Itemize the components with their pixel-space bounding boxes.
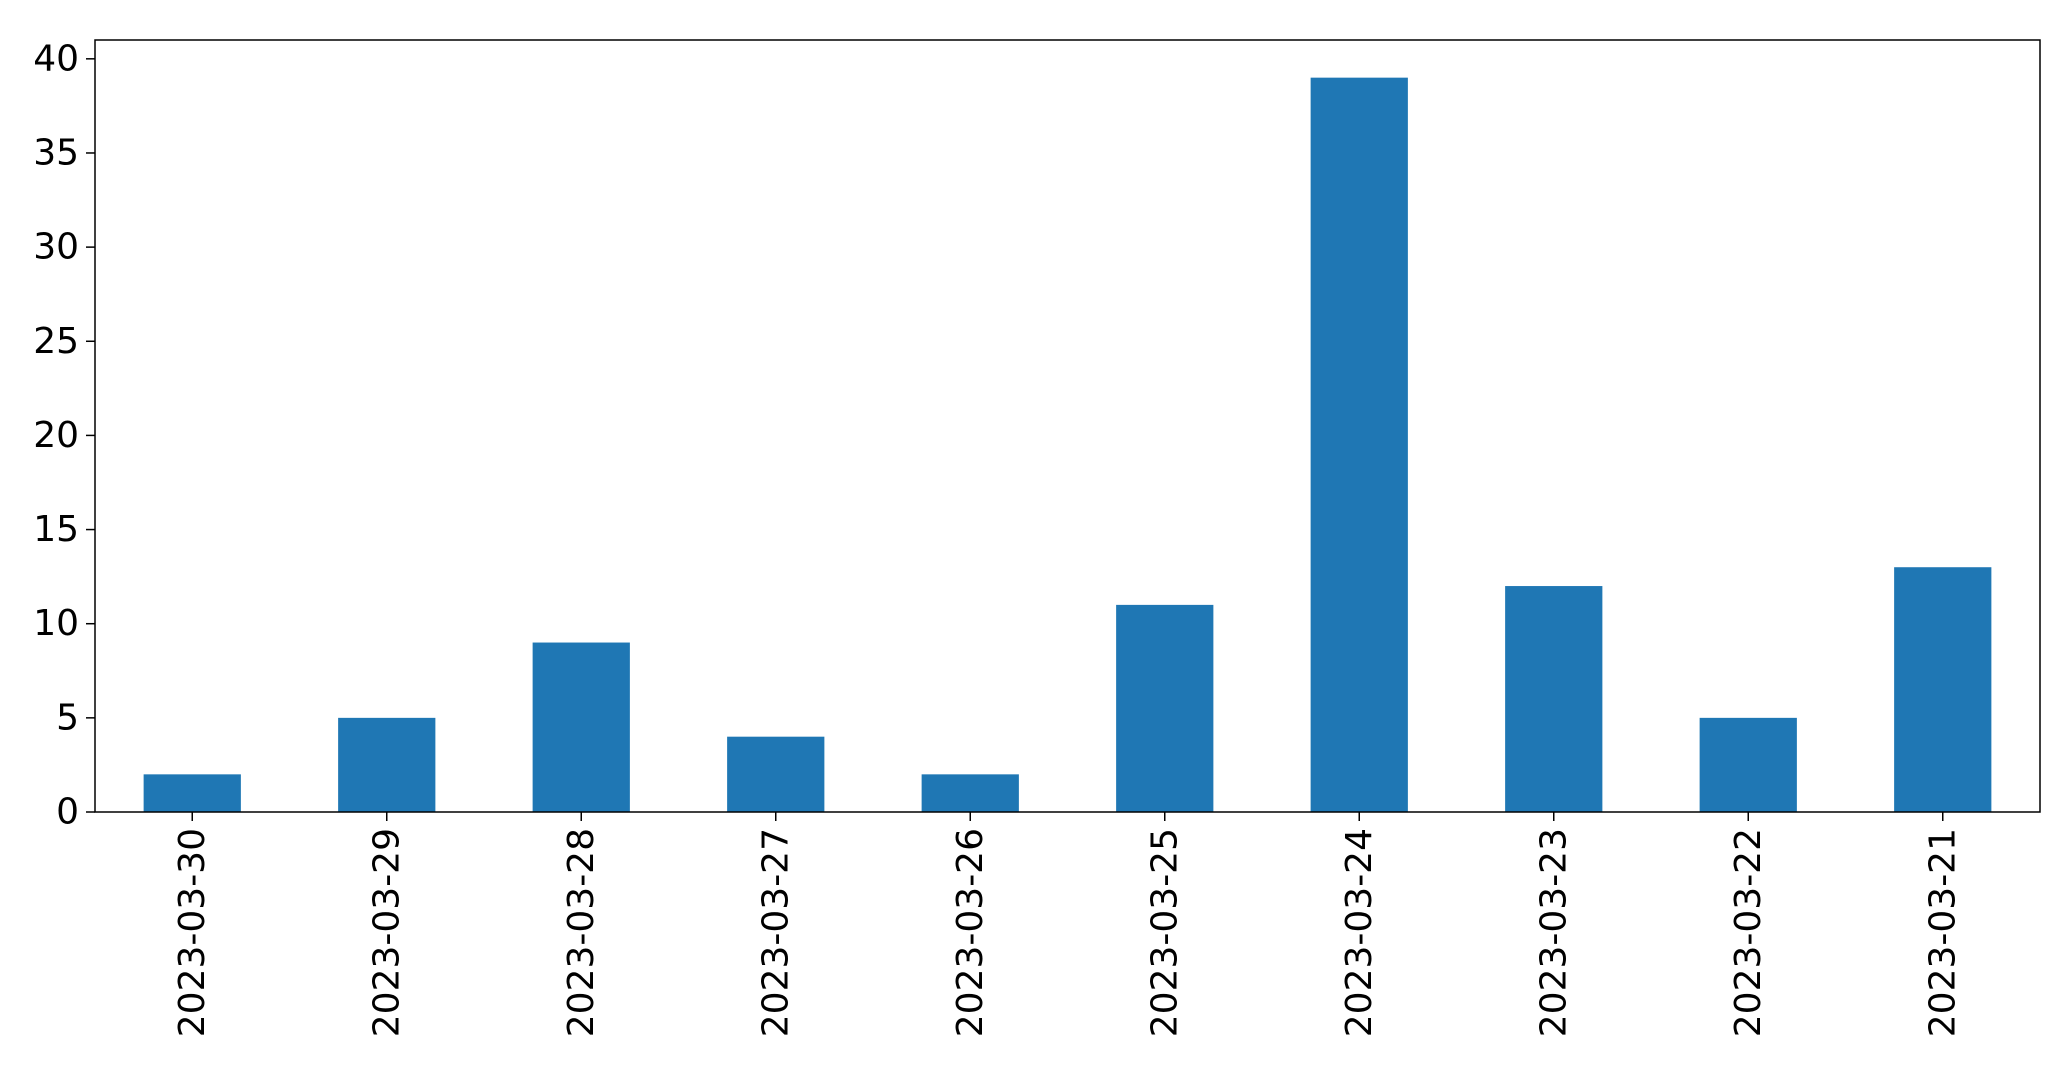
y-axis: 0 5 10 15 20 25 30 35 40 — [33, 38, 95, 833]
bar-2023-03-28 — [532, 642, 630, 812]
bar-2023-03-26 — [921, 774, 1019, 812]
y-tick-label: 35 — [33, 132, 79, 173]
x-tick-label: 2023-03-29 — [366, 828, 407, 1037]
y-tick-label: 0 — [56, 792, 79, 833]
y-tick-label: 25 — [33, 321, 79, 362]
bar-2023-03-22 — [1699, 717, 1797, 812]
x-tick-label: 2023-03-23 — [1533, 828, 1574, 1037]
bar-2023-03-30 — [143, 774, 241, 812]
bar-2023-03-29 — [338, 717, 436, 812]
y-tick-label: 5 — [56, 697, 79, 738]
y-tick-label: 30 — [33, 227, 79, 268]
y-tick-label: 20 — [33, 415, 79, 456]
x-tick-label: 2023-03-25 — [1144, 828, 1185, 1037]
y-tick-label: 40 — [33, 38, 79, 79]
bar-2023-03-23 — [1505, 586, 1603, 812]
x-tick-label: 2023-03-28 — [561, 828, 602, 1037]
bars-group — [143, 77, 1992, 812]
x-tick-label: 2023-03-27 — [755, 828, 796, 1037]
bar-2023-03-25 — [1116, 604, 1214, 812]
x-tick-label: 2023-03-22 — [1728, 828, 1769, 1037]
bar-2023-03-24 — [1310, 77, 1408, 812]
x-axis: 2023-03-30 2023-03-29 2023-03-28 2023-03-27… — [172, 812, 1963, 1037]
y-tick-label: 15 — [33, 509, 79, 550]
bar-2023-03-21 — [1894, 567, 1992, 812]
x-tick-label: 2023-03-26 — [950, 828, 991, 1037]
x-tick-label: 2023-03-24 — [1339, 828, 1380, 1037]
plot-area-frame — [94, 39, 2041, 813]
bar-2023-03-27 — [727, 736, 825, 812]
x-tick-label: 2023-03-30 — [172, 828, 213, 1037]
x-tick-label: 2023-03-21 — [1922, 828, 1963, 1037]
y-tick-label: 10 — [33, 603, 79, 644]
